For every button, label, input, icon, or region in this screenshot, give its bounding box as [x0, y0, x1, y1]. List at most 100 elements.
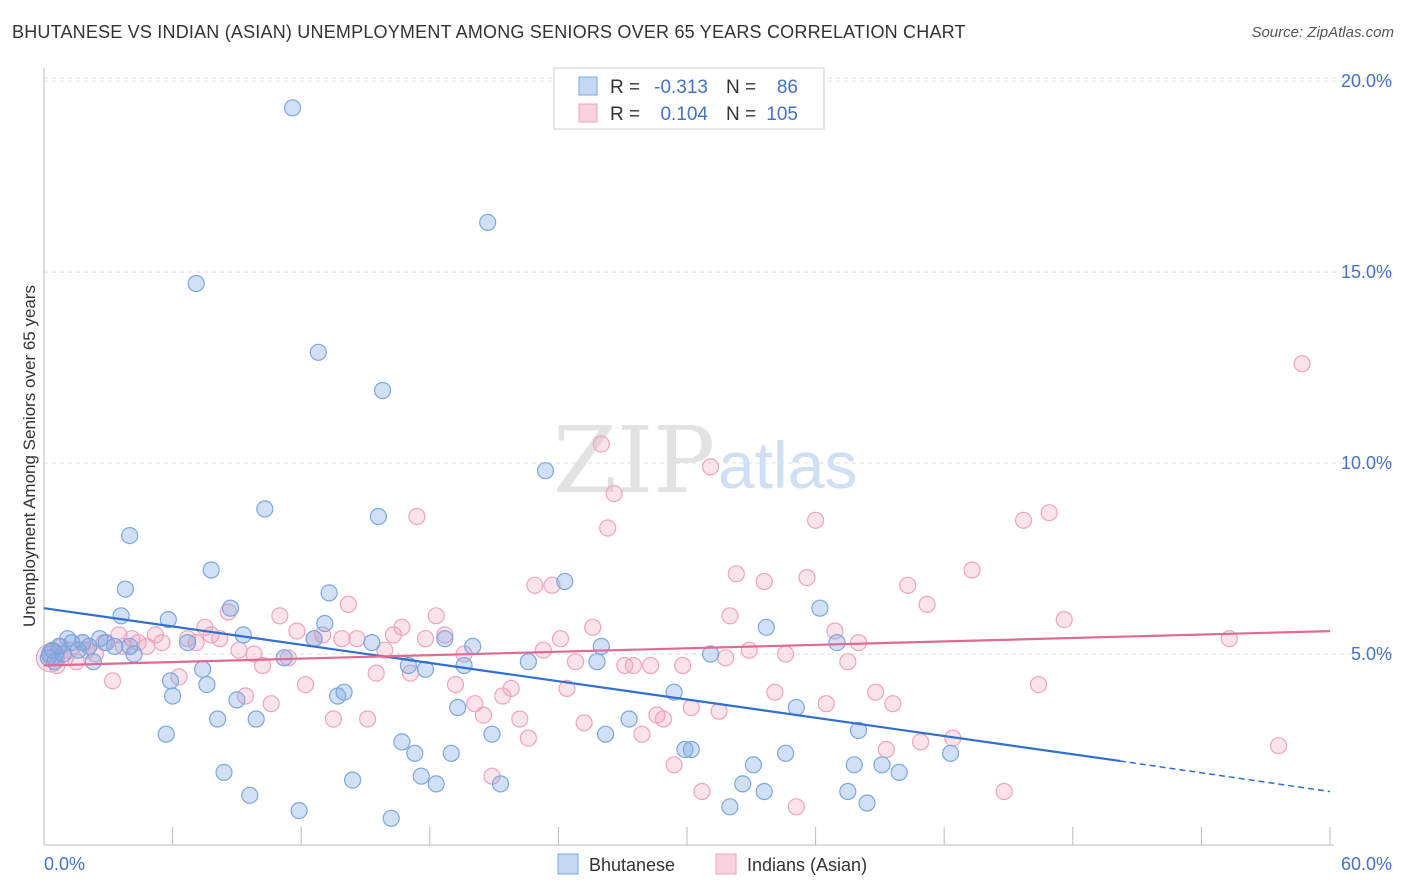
trend-line-bhutanese-extension	[1119, 760, 1331, 793]
data-point	[121, 526, 139, 545]
data-point	[103, 672, 122, 690]
indians-asian-points	[35, 355, 1311, 816]
legend-r-label: R =	[610, 77, 640, 98]
data-point	[866, 683, 885, 701]
data-point	[157, 725, 175, 743]
data-point	[596, 725, 615, 743]
chart-source: Source: ZipAtlas.com	[1251, 24, 1394, 41]
data-point	[721, 607, 739, 625]
data-point	[84, 653, 102, 671]
data-point	[164, 687, 182, 705]
data-point	[1029, 675, 1048, 694]
data-point	[271, 607, 289, 625]
data-point	[566, 653, 585, 671]
data-point	[877, 740, 895, 759]
y-tick-label: 10.0%	[1341, 453, 1392, 473]
data-point	[787, 798, 805, 816]
data-point	[427, 607, 445, 625]
data-point	[682, 740, 700, 759]
data-point	[575, 714, 593, 732]
data-point	[408, 507, 426, 526]
data-point	[335, 683, 353, 701]
data-point	[1269, 737, 1288, 755]
axes	[43, 68, 1334, 846]
data-point	[734, 775, 752, 793]
data-point	[701, 645, 720, 663]
data-point	[290, 801, 308, 820]
data-point	[599, 519, 617, 537]
data-point	[339, 595, 357, 614]
data-point	[899, 576, 917, 594]
data-point	[755, 572, 773, 591]
legend-label-indians: Indians (Asian)	[747, 855, 867, 875]
data-point	[40, 642, 65, 666]
data-point	[551, 630, 570, 648]
data-point	[616, 656, 634, 675]
data-point	[159, 610, 177, 629]
trend-line-indians	[43, 630, 1331, 667]
data-point	[393, 733, 411, 751]
data-point	[873, 756, 891, 774]
data-point	[674, 656, 692, 675]
bhutanese-points	[39, 99, 960, 827]
data-point	[230, 641, 248, 659]
data-point	[305, 630, 323, 648]
data-point	[511, 710, 529, 728]
data-point	[849, 721, 868, 740]
data-point	[359, 710, 377, 728]
data-point	[491, 775, 510, 793]
data-point	[558, 679, 576, 698]
watermark-zip: ZIP	[553, 407, 715, 514]
data-point	[588, 653, 606, 671]
data-point	[676, 740, 694, 759]
data-point	[170, 668, 188, 686]
data-point	[766, 683, 784, 701]
data-point	[828, 633, 846, 652]
data-point	[179, 633, 197, 652]
data-point	[209, 710, 227, 728]
data-point	[776, 645, 795, 663]
data-point	[245, 645, 263, 663]
data-point	[275, 649, 293, 667]
data-point	[284, 99, 302, 117]
data-point	[543, 576, 561, 594]
series-legend: Bhutanese Indians (Asian)	[557, 853, 867, 875]
correlation-legend: R = -0.313 N = 86 R = 0.104 N = 105	[553, 67, 825, 130]
data-point	[442, 744, 460, 762]
data-point	[817, 695, 835, 713]
data-point	[309, 343, 327, 361]
data-point	[464, 637, 482, 656]
data-point	[374, 381, 392, 400]
data-point	[483, 725, 501, 743]
legend-box	[553, 67, 825, 130]
watermark: ZIP atlas	[553, 407, 857, 514]
data-point	[198, 675, 216, 694]
data-point	[187, 274, 205, 293]
data-point	[654, 710, 673, 728]
data-point	[194, 660, 212, 678]
data-point	[427, 775, 445, 793]
data-point	[806, 511, 825, 529]
data-point	[348, 630, 366, 648]
legend-r-value: -0.313	[654, 77, 708, 98]
legend-swatch-indians	[715, 853, 737, 875]
data-point	[727, 565, 745, 583]
data-point	[363, 633, 381, 652]
data-point	[839, 782, 857, 801]
legend-n-value: 86	[777, 77, 798, 98]
legend-swatch-bhutanese	[557, 853, 579, 875]
y-axis-label: Unemployment Among Seniors over 65 years	[20, 285, 39, 627]
legend-label-bhutanese: Bhutanese	[589, 855, 675, 875]
data-point	[633, 725, 651, 743]
data-point	[296, 675, 315, 694]
data-point	[382, 809, 400, 827]
y-tick-label: 15.0%	[1341, 262, 1392, 282]
data-point	[918, 595, 936, 614]
data-point	[316, 614, 334, 633]
data-point	[202, 561, 220, 579]
data-point	[256, 500, 274, 518]
data-point	[839, 653, 857, 671]
data-point	[153, 633, 171, 652]
data-point	[369, 507, 387, 526]
data-point	[716, 649, 735, 667]
